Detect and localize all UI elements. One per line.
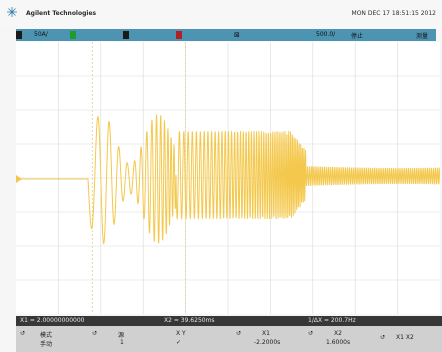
channel-1-scale: 50A/ [34,31,48,38]
check-icon: ✓ [176,339,182,346]
softkey-source-label: 源 [118,332,125,339]
time-scale: 500.0/ [316,31,336,38]
channel-1-indicator[interactable] [16,31,22,39]
date-time: MON DEC 17 18:51:15 2012 [351,10,436,17]
trigger-level-marker[interactable] [16,175,22,183]
softkey-bar: X1 = 2.00000000000 ↺ 模式 手动 ↺ 源 1 X2 = 39… [16,316,442,352]
softkey-source-value: 1 [120,339,124,346]
softkey-x1x2-title [376,316,442,326]
waveform-display[interactable] [16,42,440,314]
softkey-arrow-icon: ↺ [308,330,314,337]
brand-name: Agilent Technologies [26,10,97,17]
channel-2-indicator[interactable] [70,31,76,39]
run-state: 停止 [351,33,364,40]
softkey-xy-title: X2 = 39.6250ms [160,316,232,326]
softkey-source[interactable]: ↺ 源 1 [88,316,160,352]
agilent-logo-icon [7,7,17,17]
softkey-xy[interactable]: X2 = 39.6250ms X Y ✓ [160,316,232,352]
softkey-mode-title: X1 = 2.00000000000 [16,316,88,326]
softkey-xy-label: X Y [176,330,186,337]
softkey-x1[interactable]: ↺ X1 -2.2000s [232,316,304,352]
softkey-x1-label: X1 [262,330,270,337]
softkey-arrow-icon: ↺ [20,330,26,337]
channel-status-bar: 50A/ ⊠ 500.0/ 停止 测量 [16,29,436,41]
softkey-mode-value: 手动 [40,341,53,348]
softkey-x2[interactable]: 1/ΔX = 200.7Hz ↺ X2 1.6000s [304,316,376,352]
softkey-arrow-icon: ↺ [92,330,98,337]
softkey-x1x2[interactable]: ↺ X1 X2 [376,316,442,352]
channel-3-indicator[interactable] [123,31,129,39]
softkey-mode[interactable]: X1 = 2.00000000000 ↺ 模式 手动 [16,316,88,352]
channel-4-indicator[interactable] [176,31,182,39]
softkey-mode-label: 模式 [40,332,53,339]
softkey-source-title [88,316,160,326]
top-header: Agilent Technologies MON DEC 17 18:51:15… [0,0,442,28]
softkey-arrow-icon: ↺ [236,330,242,337]
trigger-position-icon: ⊠ [234,31,240,39]
softkey-x1-title [232,316,304,326]
softkey-x2-label: X2 [334,330,342,337]
softkey-arrow-icon: ↺ [380,334,386,341]
status-right-label: 测量 [416,33,429,40]
softkey-x1x2-label: X1 X2 [396,334,414,341]
waveform-trace [16,114,440,245]
softkey-x2-value: 1.6000s [326,339,351,346]
softkey-x1-value: -2.2000s [254,339,281,346]
softkey-x2-title: 1/ΔX = 200.7Hz [304,316,376,326]
